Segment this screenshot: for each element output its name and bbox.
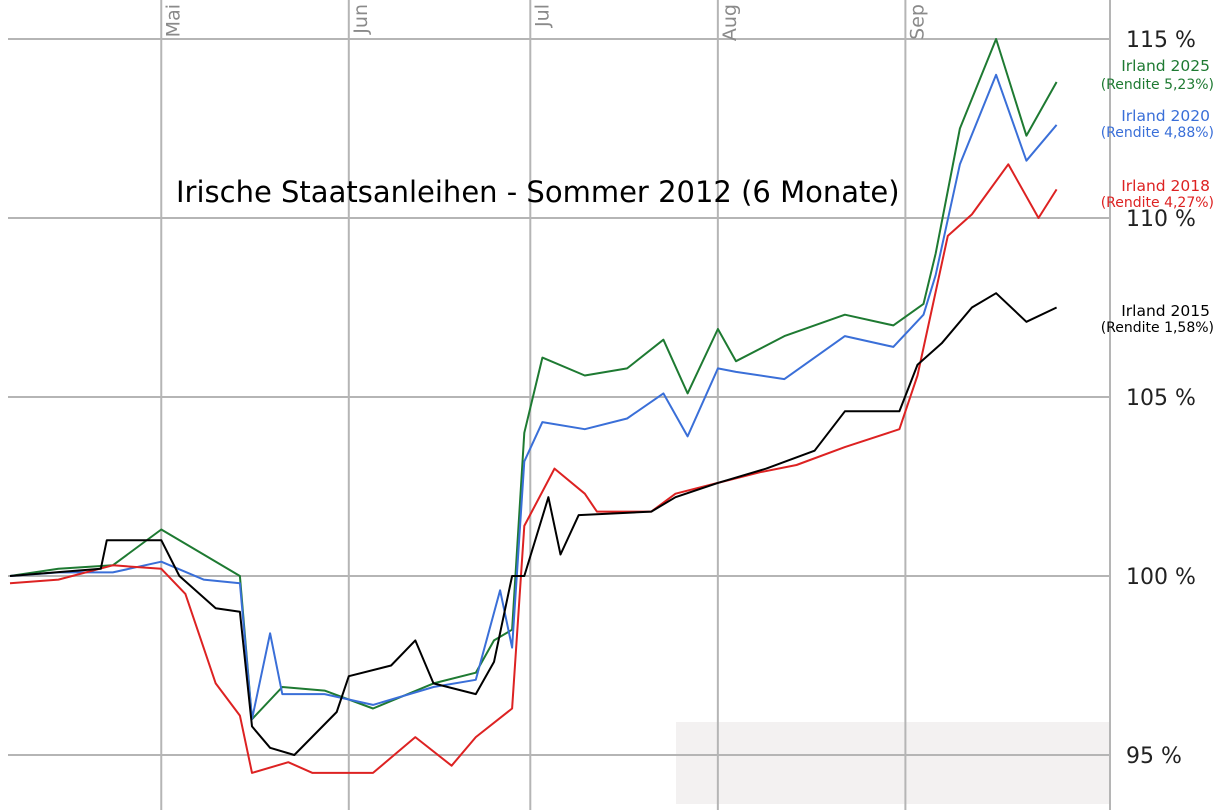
series-name-label: Irland 2018 (1121, 177, 1210, 195)
series-name-label: Irland 2015 (1121, 302, 1210, 320)
series-name-label: Irland 2025 (1121, 57, 1210, 75)
y-tick-label: 110 % (1126, 207, 1196, 232)
series-line-irland-2025 (9, 38, 1058, 721)
series-lines (9, 38, 1058, 774)
watermark-area (676, 722, 1110, 804)
axis-labels: 95 % 100 % 105 % 110 % 115 % Mai Jun Jul Aug Sep (162, 4, 1196, 769)
series-yield-label: (Rendite 1,58%) (1101, 320, 1214, 336)
series-line-irland-2020 (9, 73, 1058, 721)
series-yield-label: (Rendite 4,27%) (1101, 195, 1214, 211)
month-label: Sep (906, 4, 928, 40)
month-label: Jun (350, 4, 372, 35)
month-label: Jul (531, 4, 553, 28)
series-line-irland-2015 (9, 292, 1058, 756)
series-legend: Irland 2025(Rendite 5,23%)Irland 2020(Re… (1101, 57, 1214, 336)
series-yield-label: (Rendite 4,88%) (1101, 125, 1214, 141)
series-line-irland-2018 (9, 163, 1058, 774)
y-tick-label: 115 % (1126, 28, 1196, 53)
y-tick-label: 100 % (1126, 565, 1196, 590)
y-tick-label: 95 % (1126, 744, 1182, 769)
month-label: Mai (162, 4, 184, 37)
chart-title: Irische Staatsanleihen - Sommer 2012 (6 … (176, 175, 900, 209)
grid (8, 0, 1111, 810)
y-tick-label: 105 % (1126, 386, 1196, 411)
series-name-label: Irland 2020 (1121, 107, 1210, 125)
month-label: Aug (719, 4, 741, 41)
series-yield-label: (Rendite 5,23%) (1101, 77, 1214, 93)
